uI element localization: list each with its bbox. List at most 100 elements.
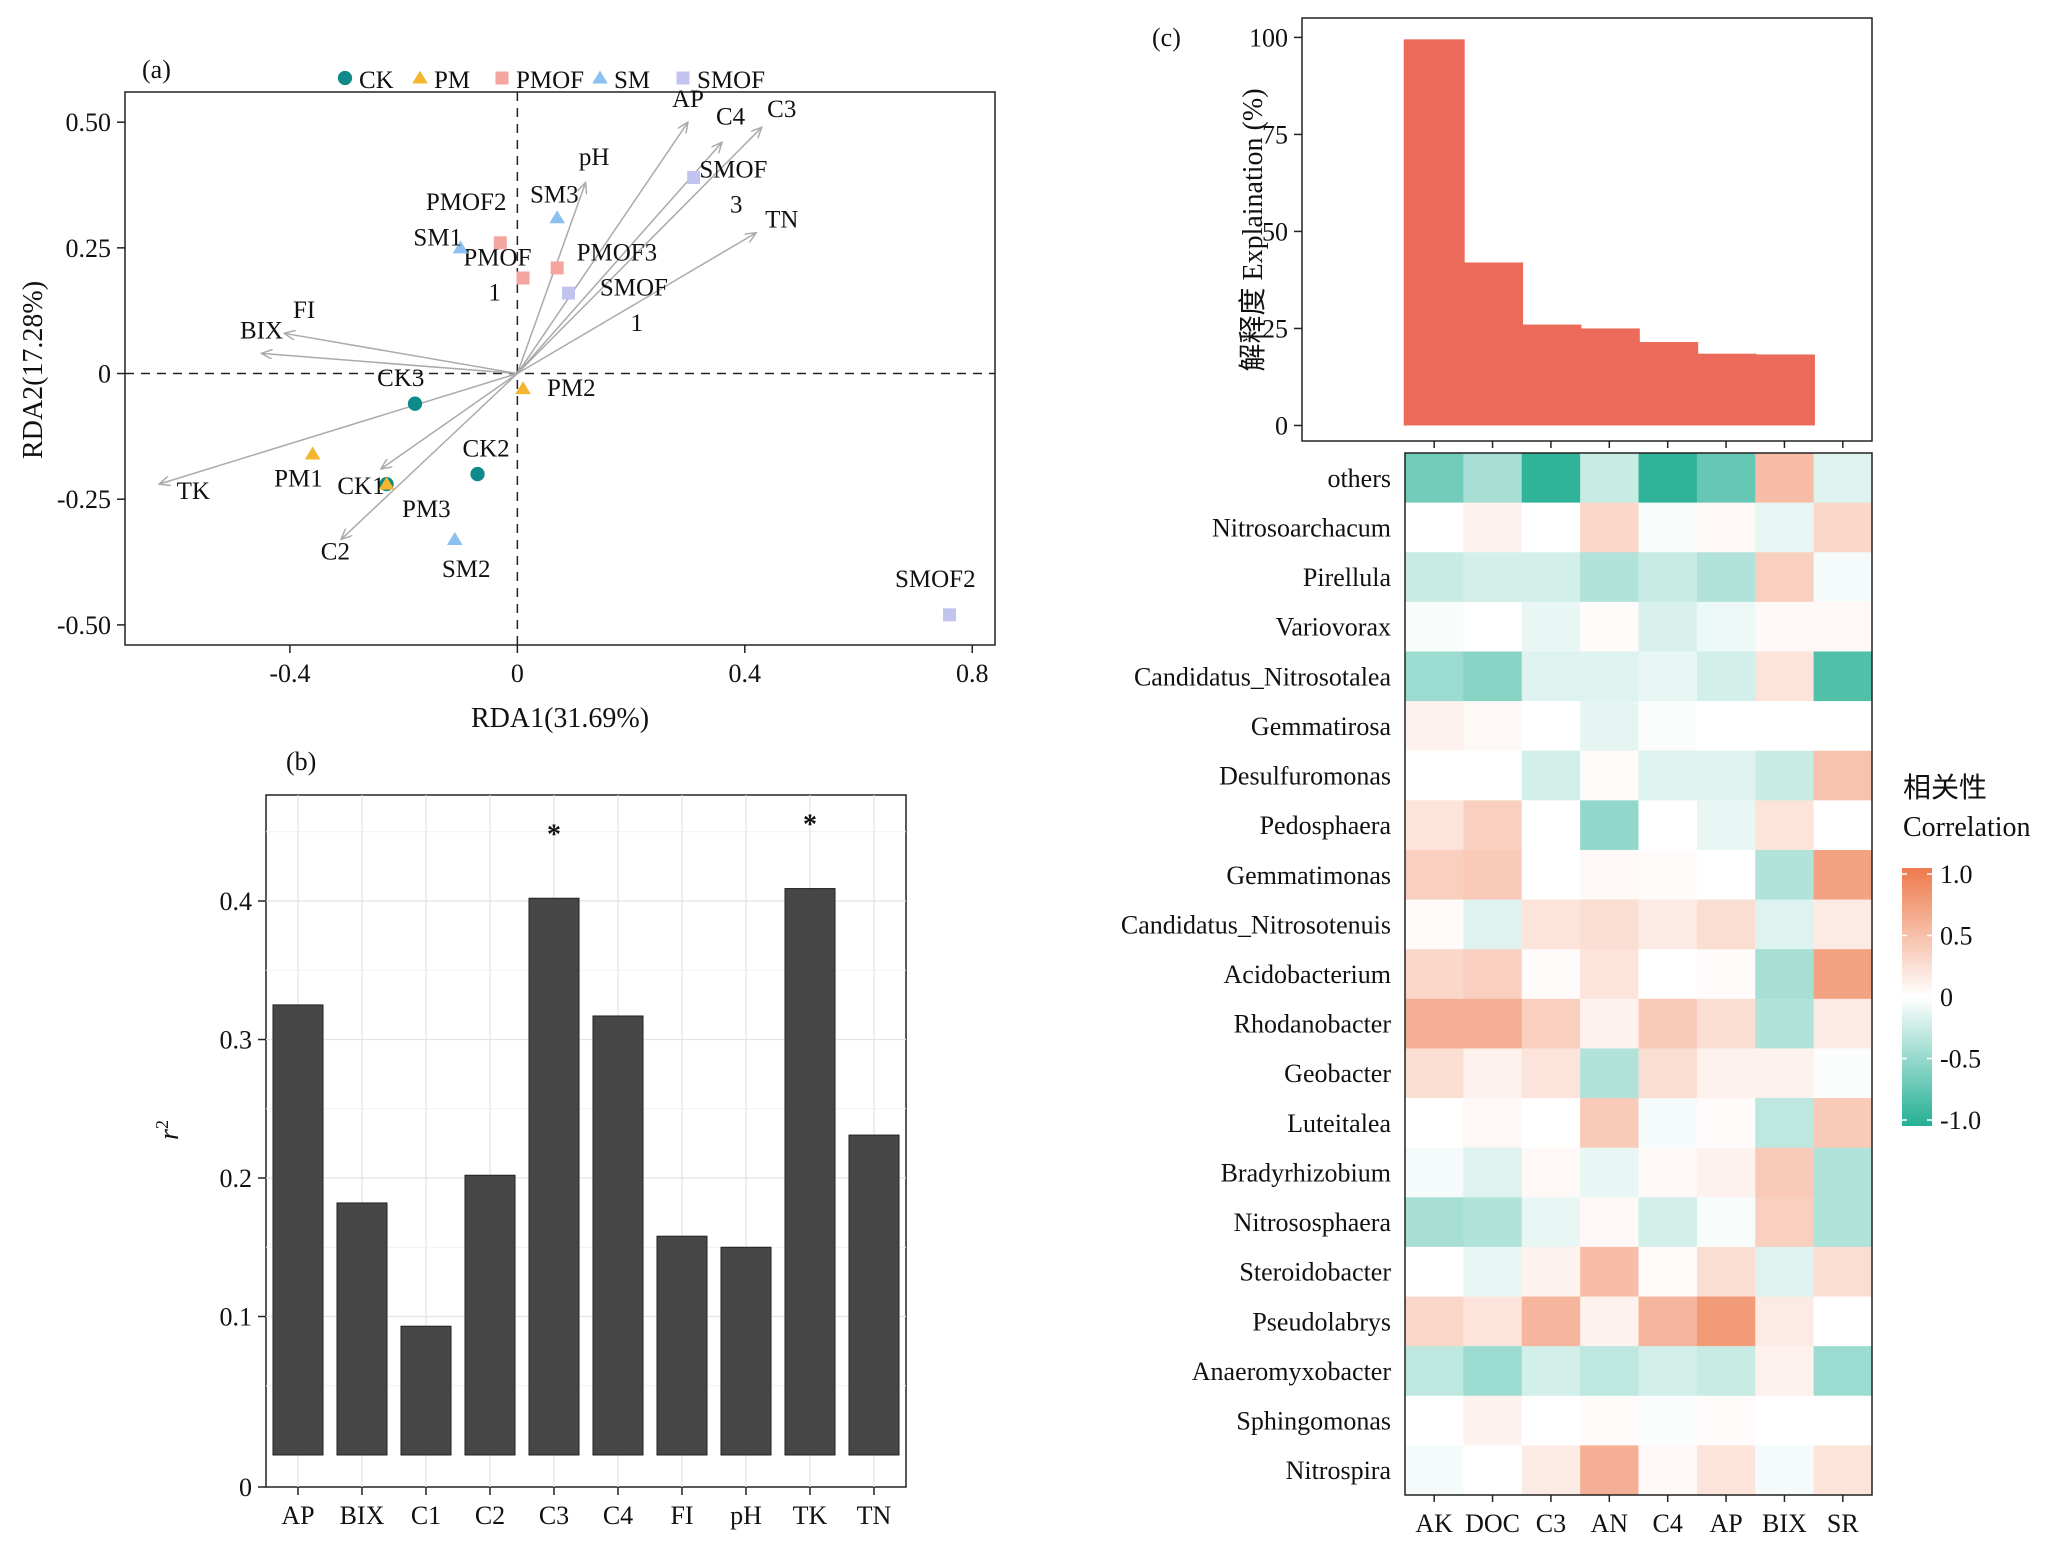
rda-vector-label: TN	[765, 207, 798, 234]
heatmap-cell	[1521, 1346, 1581, 1397]
r2-y-tick-label: 0.2	[220, 1164, 253, 1193]
r2-plot-frame	[265, 794, 907, 1488]
heatmap-cell	[1405, 1246, 1464, 1298]
heatmap-cell	[1463, 1147, 1523, 1198]
panel-c-label: (c)	[1152, 23, 1181, 52]
heatmap-cell	[1638, 701, 1698, 752]
heatmap-frame	[1404, 452, 1873, 1496]
rda-point-label: SMOF2	[895, 566, 976, 593]
heatmap-cell	[1696, 1098, 1756, 1149]
rda-point-label: SMOF	[699, 156, 767, 183]
rda-vector-label: TK	[177, 478, 210, 505]
heatmap-cell	[1755, 750, 1815, 801]
legend-ticks: 1.0 0.5 0 -0.5 -1.0	[1902, 860, 1981, 1135]
heatmap-row-label: Luteitalea	[1287, 1109, 1391, 1138]
heatmap-cell	[1405, 849, 1464, 901]
r2-x-tick-label: TN	[857, 1501, 892, 1530]
heatmap-cell	[1696, 899, 1756, 950]
correlation-heatmap: others Nitrosoarchacum Pirellula Variovorax…	[1121, 452, 1873, 1538]
r2-significance-mark: *	[803, 810, 817, 841]
heatmap-cell	[1696, 949, 1756, 1000]
heatmap-cell	[1638, 1048, 1698, 1099]
rda-vector-arrow	[516, 233, 756, 375]
heatmap-row-label: Candidatus_Nitrosotalea	[1134, 662, 1392, 691]
heatmap-cell	[1405, 1346, 1464, 1397]
heatmap-cell	[1755, 1147, 1815, 1198]
heatmap-cell	[1463, 800, 1523, 851]
explanation-bar	[1462, 262, 1524, 426]
heatmap-row-labels: others Nitrosoarchacum Pirellula Variovorax…	[1121, 464, 1392, 1485]
heatmap-column-label: DOC	[1465, 1509, 1520, 1538]
heatmap-cell	[1521, 651, 1581, 702]
heatmap-cell	[1696, 1147, 1756, 1198]
heatmap-cell	[1521, 1296, 1581, 1347]
heatmap-cell	[1521, 1395, 1581, 1446]
heatmap-cell	[1755, 1346, 1815, 1397]
heatmap-cell	[1696, 849, 1756, 901]
rda-vector-label: BIX	[240, 317, 283, 344]
heatmap-cell	[1813, 1147, 1873, 1198]
heatmap-cell	[1521, 1197, 1581, 1248]
heatmap-row-label: others	[1327, 464, 1391, 493]
heatmap-cell	[1405, 899, 1464, 950]
heatmap-cell	[1638, 1246, 1698, 1298]
r2-y-axis-label: r2	[152, 1120, 185, 1140]
heatmap-cell	[1463, 750, 1523, 801]
rda-point-marker	[447, 532, 463, 545]
r2-x-tick-label: TK	[793, 1501, 828, 1530]
heatmap-cell	[1463, 701, 1523, 752]
rda-point-label: PMOF3	[577, 239, 658, 266]
heatmap-cell	[1580, 998, 1639, 1049]
rda-vector-arrow	[261, 353, 518, 375]
explanation-bar	[1753, 354, 1815, 426]
heatmap-row-label: Acidobacterium	[1224, 960, 1392, 989]
legend-tick-label: 0.5	[1940, 922, 1973, 951]
heatmap-cell	[1755, 502, 1815, 553]
heatmap-cell	[1405, 1395, 1464, 1446]
rda-point-marker	[549, 210, 565, 224]
legend-label-smof: SMOF	[697, 67, 765, 94]
heatmap-cell	[1638, 552, 1698, 603]
heatmap-cell	[1463, 1048, 1523, 1099]
legend-tick-label: -0.5	[1940, 1045, 1981, 1074]
heatmap-cell	[1521, 998, 1581, 1049]
heatmap-cell	[1696, 1048, 1756, 1099]
rda-x-tick-label: 0	[511, 659, 524, 688]
rda-vector-label: C4	[716, 104, 746, 131]
rda-y-tick-label: 0.25	[66, 234, 112, 263]
rda-point-marker	[378, 476, 395, 490]
r2-significance-mark: *	[547, 819, 561, 850]
heatmap-cell	[1463, 1246, 1523, 1298]
explanation-y-tick-label: 75	[1262, 120, 1288, 149]
heatmap-cell	[1755, 1395, 1815, 1446]
rda-y-tick-label: -0.25	[57, 485, 111, 514]
heatmap-cell	[1813, 1098, 1873, 1149]
rda-vector-arrow	[341, 372, 518, 540]
heatmap-cell	[1580, 949, 1639, 1000]
heatmap-cell	[1521, 949, 1581, 1000]
heatmap-row-label: Desulfuromonas	[1219, 762, 1391, 791]
legend-label-pmof: PMOF	[516, 67, 584, 94]
heatmap-cell	[1580, 1147, 1639, 1198]
heatmap-cell	[1521, 1246, 1581, 1298]
heatmap-row-label: Nitrosoarchacum	[1212, 513, 1391, 542]
heatmap-cell	[1755, 1445, 1815, 1496]
r2-bars: * *	[272, 810, 900, 1456]
heatmap-cell	[1813, 1445, 1873, 1496]
heatmap-cell	[1813, 1296, 1873, 1347]
heatmap-cell	[1638, 1346, 1698, 1397]
heatmap-cell	[1755, 601, 1815, 652]
rda-vectors: AP C4 C3 pH TN FI BIX TK C2	[159, 86, 798, 566]
rda-x-axis-label: RDA1(31.69%)	[471, 703, 649, 734]
heatmap-cell	[1696, 998, 1756, 1049]
heatmap-cell	[1755, 1296, 1815, 1347]
heatmap-column-label: BIX	[1762, 1509, 1807, 1538]
heatmap-cell	[1638, 899, 1698, 950]
rda-ticks: -0.4 0 0.4 0.8 -0.50 -0.25 0 0.25 0.50	[57, 92, 995, 688]
heatmap-cell	[1755, 1098, 1815, 1149]
r2-bar	[464, 1174, 516, 1456]
heatmap-cell	[1755, 1197, 1815, 1248]
heatmap-cell	[1580, 750, 1639, 801]
heatmap-cell	[1580, 1445, 1639, 1496]
heatmap-cell	[1463, 1098, 1523, 1149]
